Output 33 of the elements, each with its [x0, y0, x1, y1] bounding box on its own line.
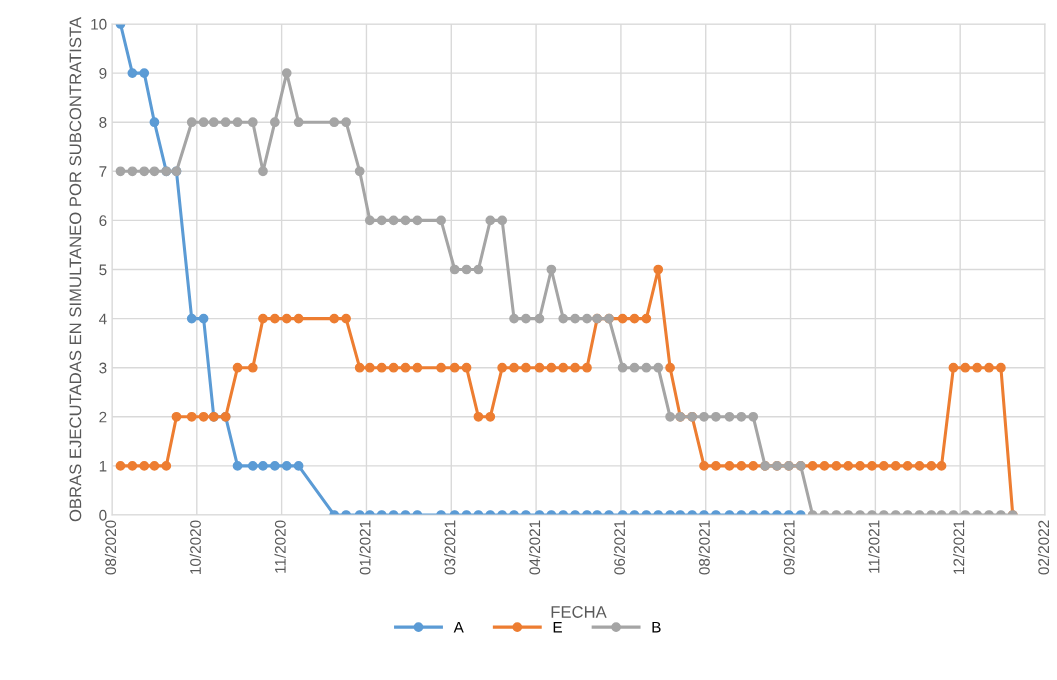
point — [198, 313, 209, 324]
x-tick-label: 03/2021 — [444, 520, 456, 575]
y-tick-label: 4 — [98, 313, 107, 325]
legend-label: B — [652, 621, 661, 633]
x-tick-label: 12/2021 — [953, 520, 965, 574]
y-tick-label: 3 — [99, 362, 107, 374]
x-tick-label: 10/2020 — [189, 520, 201, 574]
y-tick-label: 0 — [99, 509, 107, 521]
legend-label: A — [453, 621, 464, 633]
x-tick-label: 08/2020 — [104, 520, 117, 575]
point — [186, 313, 197, 324]
x-tick-label: 11/2020 — [274, 520, 286, 573]
x-tick-label: 01/2021 — [359, 520, 371, 575]
y-tick-label: 7 — [99, 166, 107, 177]
x-tick-label: 02/2022 — [1037, 520, 1050, 575]
y-tick-label: 2 — [99, 411, 107, 423]
legend-label: E — [553, 621, 562, 633]
point — [127, 68, 138, 78]
x-tick-label: 08/2021 — [698, 520, 710, 575]
x-tick-label: 06/2021 — [613, 520, 626, 575]
y-axis-title: OBRAS EJECUTADAS EN SIMULTANEO POR SUBCONTRATISTA — [69, 17, 82, 522]
x-tick-label: 11/2021 — [868, 520, 880, 573]
y-tick-label: 9 — [99, 67, 107, 79]
y-tick-label: 6 — [99, 215, 107, 227]
x-tick-label: 09/2021 — [783, 520, 795, 575]
point — [149, 117, 160, 128]
x-tick-label: 04/2021 — [528, 520, 541, 575]
y-tick-label: 10 — [91, 18, 107, 30]
y-tick-label: 1 — [99, 460, 107, 472]
y-tick-label: 5 — [99, 264, 107, 276]
x-axis-title: FECHA — [551, 606, 607, 618]
point — [139, 68, 150, 78]
y-tick-label: 8 — [99, 117, 107, 128]
